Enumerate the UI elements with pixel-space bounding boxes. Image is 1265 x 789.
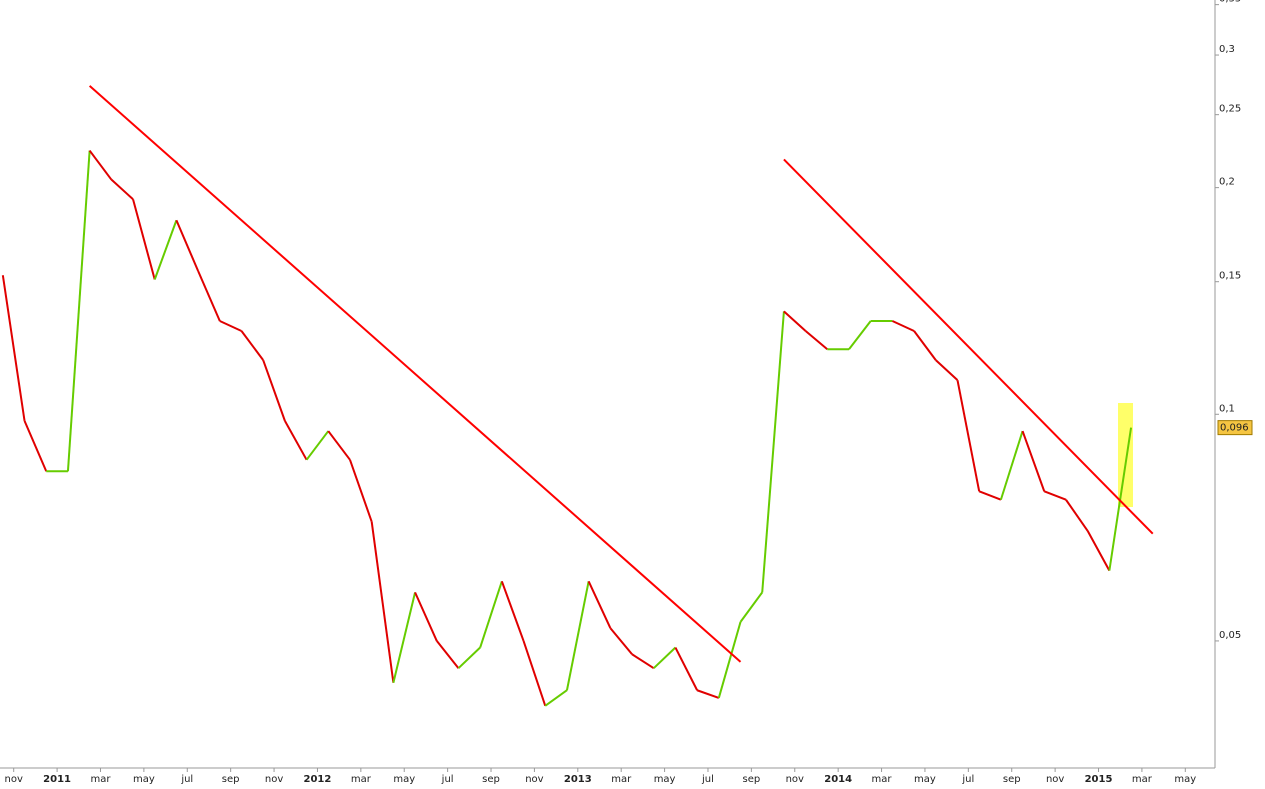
- price-segment: [370, 521, 395, 683]
- price-segment: [1043, 490, 1067, 501]
- price-segment: [935, 359, 959, 381]
- price-segment: [999, 430, 1024, 501]
- plot-area: [1, 85, 1154, 707]
- price-segment: [153, 219, 178, 280]
- y-tick-label: 0,1: [1219, 403, 1235, 414]
- price-segment: [956, 379, 981, 492]
- x-tick-label: 2014: [824, 774, 852, 785]
- price-segment: [739, 591, 764, 623]
- x-tick-label: may: [133, 774, 155, 785]
- price-segment: [88, 149, 113, 181]
- price-segment: [631, 653, 655, 670]
- price-segment: [544, 689, 568, 707]
- y-tick-label: 0,15: [1219, 271, 1241, 282]
- price-segment: [414, 591, 438, 642]
- x-tick-label: 2015: [1085, 774, 1113, 785]
- x-tick-label: sep: [743, 774, 761, 785]
- y-tick-label: 0,25: [1219, 104, 1241, 115]
- trend-line: [783, 158, 1154, 535]
- price-segment: [891, 320, 915, 332]
- x-tick-label: jul: [441, 774, 454, 785]
- price-segment: [978, 490, 1002, 501]
- price-segment: [457, 646, 481, 669]
- x-tick-label: nov: [265, 774, 283, 785]
- price-segment: [262, 359, 286, 422]
- x-tick-label: mar: [351, 774, 372, 785]
- price-segment: [1065, 499, 1089, 532]
- price-segment: [761, 311, 785, 593]
- y-tick-label: 0,2: [1219, 177, 1235, 188]
- price-segment: [392, 592, 417, 683]
- price-segment: [653, 646, 677, 669]
- y-tick-label: 0,35: [1219, 0, 1241, 5]
- price-segment: [327, 430, 351, 461]
- price-segment: [565, 581, 590, 691]
- price-segment: [110, 178, 134, 201]
- x-tick-label: nov: [525, 774, 543, 785]
- x-tick-label: jul: [180, 774, 193, 785]
- last-value-label: 0,096: [1220, 423, 1249, 434]
- price-segment: [587, 580, 612, 629]
- price-segment: [240, 330, 265, 361]
- price-segment: [717, 621, 742, 699]
- x-tick-label: nov: [786, 774, 804, 785]
- x-tick-label: sep: [1003, 774, 1021, 785]
- price-segment: [1, 275, 26, 422]
- y-tick-label: 0,05: [1219, 630, 1241, 641]
- x-tick-label: sep: [482, 774, 500, 785]
- price-segment: [522, 640, 547, 707]
- price-segment: [132, 199, 156, 280]
- x-tick-label: 2012: [304, 774, 332, 785]
- price-segment: [848, 320, 872, 350]
- x-tick-label: may: [393, 774, 415, 785]
- price-segment: [66, 150, 91, 472]
- price-segment: [1021, 430, 1046, 492]
- price-segment: [305, 430, 330, 461]
- x-tick-label: may: [914, 774, 936, 785]
- price-segment: [500, 580, 525, 642]
- price-segment: [783, 310, 807, 332]
- y-tick-label: 0,3: [1219, 44, 1235, 55]
- x-tick-label: nov: [1046, 774, 1064, 785]
- x-tick-label: 2013: [564, 774, 592, 785]
- price-segment: [1086, 530, 1111, 572]
- price-segment: [435, 640, 460, 669]
- price-segment: [349, 459, 373, 523]
- price-segment: [219, 320, 242, 332]
- x-tick-label: may: [654, 774, 676, 785]
- last-value-box: [1217, 420, 1253, 436]
- price-segment: [674, 647, 699, 691]
- price-segment: [913, 330, 937, 361]
- price-segment: [197, 270, 221, 322]
- x-tick-label: mar: [1132, 774, 1153, 785]
- x-tick-label: nov: [5, 774, 23, 785]
- price-segment: [479, 581, 503, 648]
- x-tick-label: may: [1174, 774, 1196, 785]
- x-tick-label: jul: [961, 774, 974, 785]
- x-tick-label: jul: [701, 774, 714, 785]
- highlight: [1118, 403, 1133, 507]
- price-segment: [1108, 427, 1133, 571]
- x-tick-label: 2011: [43, 774, 71, 785]
- x-tick-label: mar: [611, 774, 632, 785]
- x-tick-label: mar: [90, 774, 111, 785]
- x-tick-label: mar: [872, 774, 893, 785]
- trend-line: [88, 85, 742, 663]
- price-segment: [175, 219, 200, 272]
- price-segment: [284, 420, 308, 461]
- price-segment: [609, 627, 633, 655]
- price-segment: [23, 420, 48, 472]
- price-segment: [696, 689, 720, 699]
- price-segment: [804, 330, 828, 351]
- x-tick-label: sep: [222, 774, 240, 785]
